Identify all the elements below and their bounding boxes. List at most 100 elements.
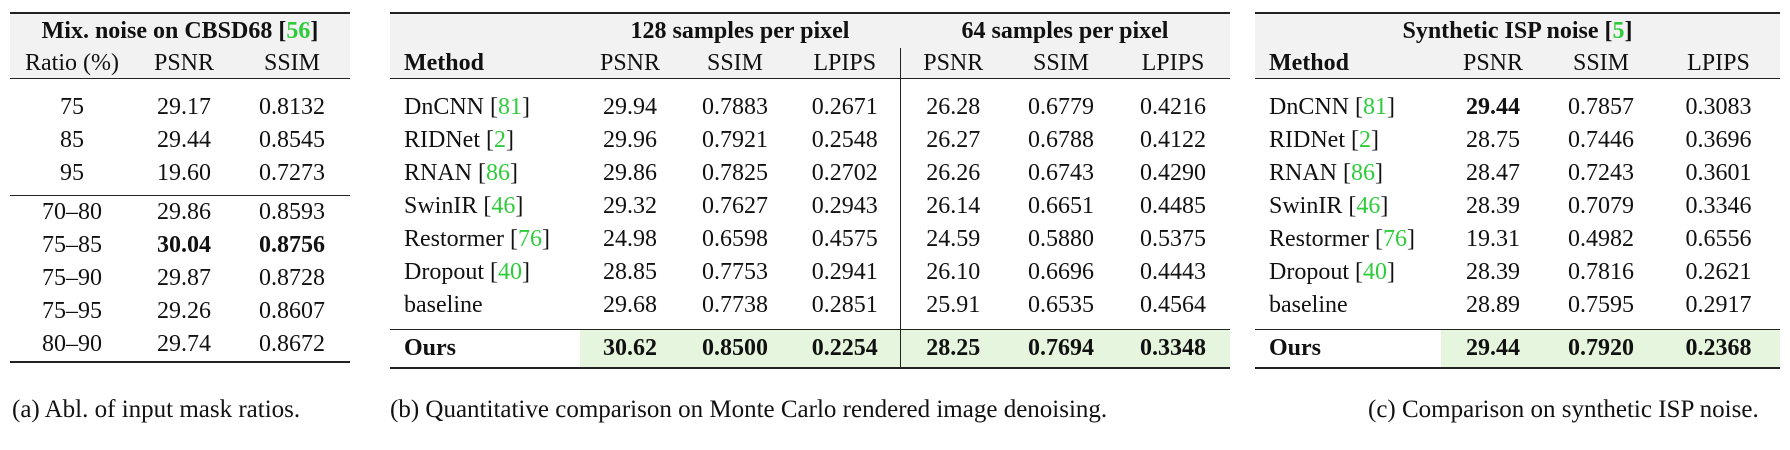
- table-cell: 0.4982: [1568, 225, 1634, 252]
- table-row: baseline 28.89 0.7595 0.2917: [1255, 289, 1780, 322]
- table-cell: 26.14: [899, 189, 1006, 223]
- table-cell: 28.47: [1466, 159, 1520, 186]
- table-cell: 0.6598: [702, 225, 768, 252]
- method-name: DnCNN [81]: [1269, 93, 1396, 120]
- table-cell: 0.6696: [1028, 258, 1094, 285]
- citation-link[interactable]: 86: [486, 159, 511, 186]
- column-header-lpips: LPIPS: [1687, 49, 1750, 76]
- group-header-64spp: 64 samples per pixel: [961, 17, 1169, 44]
- table-cell: 29.68: [603, 291, 657, 318]
- table-cell: 0.7825: [702, 159, 768, 186]
- table-cell: 26.28: [899, 90, 1006, 124]
- table-cell: 29.96: [603, 126, 657, 153]
- table-cell: 28.75: [1466, 126, 1520, 153]
- table-cell: 29.44: [1466, 93, 1520, 120]
- citation-link[interactable]: 46: [491, 192, 516, 219]
- table-a-panel: Mix. noise on CBSD68 [56] Ratio (%) PSNR…: [10, 12, 350, 363]
- table-cell: 0.7627: [702, 192, 768, 219]
- table-b-caption: (b) Quantitative comparison on Monte Car…: [390, 396, 1108, 423]
- table-cell: 25.91: [899, 288, 1006, 322]
- table-row: 85 29.44 0.8545: [60, 126, 325, 153]
- citation-link[interactable]: 76: [517, 225, 542, 252]
- table-a-caption: (a) Abl. of input mask ratios.: [12, 396, 301, 423]
- table-cell: 0.7857: [1568, 93, 1634, 120]
- table-cell: 24.59: [899, 222, 1006, 256]
- table-cell: 0.2548: [811, 126, 878, 153]
- table-c-panel: Synthetic ISP noise [5] Method PSNR SSIM…: [1255, 12, 1780, 369]
- citation-link[interactable]: 81: [498, 93, 523, 120]
- table-cell: 0.7883: [702, 93, 768, 120]
- citation-link[interactable]: 40: [498, 258, 522, 285]
- table-cell: 0.6535: [1028, 291, 1094, 318]
- citation-link[interactable]: 2: [493, 126, 506, 153]
- table-cell: 0.2941: [811, 258, 878, 285]
- table-cell: 0.6779: [1028, 93, 1094, 120]
- column-header-lpips: LPIPS: [813, 49, 877, 76]
- column-header-psnr: PSNR: [599, 49, 661, 76]
- citation-link[interactable]: 81: [1363, 93, 1388, 120]
- citation-link[interactable]: 86: [1351, 159, 1376, 186]
- citation-link[interactable]: 5: [1612, 17, 1625, 44]
- table-cell: 0.7243: [1568, 159, 1634, 186]
- table-row: RNAN [86] 29.86 0.7825 0.2702 26.26 0.6743 0.4…: [390, 156, 1230, 190]
- table-row: SwinIR [46] 29.32 0.7627 0.2943 26.14 0.6651 0…: [390, 189, 1230, 223]
- table-cell: 19.31: [1466, 225, 1520, 252]
- table-row: 75–90 29.87 0.8728: [42, 265, 325, 291]
- table-b: 128 samples per pixel 64 samples per pix…: [390, 12, 1230, 369]
- table-row: 70–80 29.86 0.8593: [10, 195, 350, 230]
- table-row: DnCNN [81] 29.94 0.7883 0.2671 26.28 0.6779 0.…: [390, 90, 1230, 124]
- table-row: 75 29.17 0.8132: [60, 93, 325, 120]
- table-row: Dropout [40] 28.39 0.7816 0.2621: [1255, 256, 1780, 289]
- column-header-ssim: SSIM: [263, 49, 321, 76]
- column-header-psnr: PSNR: [1462, 49, 1524, 76]
- method-name: SwinIR [46]: [404, 192, 524, 219]
- table-cell: 0.2671: [811, 93, 878, 120]
- method-name: RIDNet [2]: [1269, 126, 1379, 153]
- table-a: Mix. noise on CBSD68 [56] Ratio (%) PSNR…: [10, 12, 350, 363]
- table-cell: 0.2917: [1685, 291, 1752, 318]
- table-cell: 26.26: [899, 156, 1006, 190]
- table-cell: 0.4216: [1140, 93, 1206, 120]
- table-cell: 0.3083: [1685, 93, 1752, 120]
- table-cell: 0.3696: [1685, 126, 1752, 153]
- citation-link[interactable]: 46: [1356, 192, 1381, 219]
- table-cell: 0.6651: [1028, 192, 1094, 219]
- table-cell: 0.2621: [1685, 258, 1752, 285]
- table-cell: 0.3601: [1685, 159, 1752, 186]
- method-name: DnCNN [81]: [404, 93, 531, 120]
- table-cell: 0.7738: [702, 291, 768, 318]
- column-header-ssim: SSIM: [1032, 49, 1090, 76]
- table-row: RIDNet [2] 28.75 0.7446 0.3696: [1255, 124, 1780, 157]
- citation-link[interactable]: 76: [1382, 225, 1407, 252]
- table-cell: 24.98: [603, 225, 657, 252]
- table-a-title: Mix. noise on CBSD68 [56]: [41, 17, 319, 44]
- column-header-ssim: SSIM: [1572, 49, 1630, 76]
- table-cell: 0.4564: [1140, 291, 1206, 318]
- table-cell: 0.7816: [1568, 258, 1634, 285]
- table-cell: 28.39: [1466, 258, 1520, 285]
- column-header-psnr: PSNR: [899, 48, 1006, 79]
- table-row: baseline 29.68 0.7738 0.2851 25.91 0.6535 0.45…: [390, 288, 1230, 322]
- citation-link[interactable]: 40: [1363, 258, 1387, 285]
- table-row: Restormer [76] 19.31 0.4982 0.6556: [1255, 223, 1780, 256]
- table-c-title: Synthetic ISP noise [5]: [1402, 17, 1633, 44]
- table-cell: 0.2702: [811, 159, 878, 186]
- table-row: 80–90 29.74 0.8672: [10, 328, 350, 362]
- method-name: SwinIR [46]: [1269, 192, 1389, 219]
- table-row: 75–85 30.04 0.8756: [42, 232, 325, 258]
- table-cell: 0.7079: [1568, 192, 1634, 219]
- column-header-ratio: Ratio (%): [25, 49, 119, 76]
- table-row: 95 19.60 0.7273: [60, 159, 325, 186]
- citation-link[interactable]: 2: [1358, 126, 1371, 153]
- table-row: RNAN [86] 28.47 0.7243 0.3601: [1255, 157, 1780, 190]
- table-row: 75–95 29.26 0.8607: [42, 298, 325, 324]
- method-name: Dropout [40]: [1269, 258, 1395, 285]
- table-cell: 0.5375: [1140, 225, 1206, 252]
- table-cell: 0.4443: [1140, 258, 1206, 285]
- column-header-psnr: PSNR: [153, 49, 215, 76]
- table-row: Dropout [40] 28.85 0.7753 0.2941 26.10 0.6696…: [390, 255, 1230, 289]
- table-cell: 0.2943: [811, 192, 878, 219]
- column-header-method: Method: [1269, 49, 1349, 76]
- table-cell: 0.7595: [1568, 291, 1634, 318]
- citation-link[interactable]: 56: [286, 17, 311, 44]
